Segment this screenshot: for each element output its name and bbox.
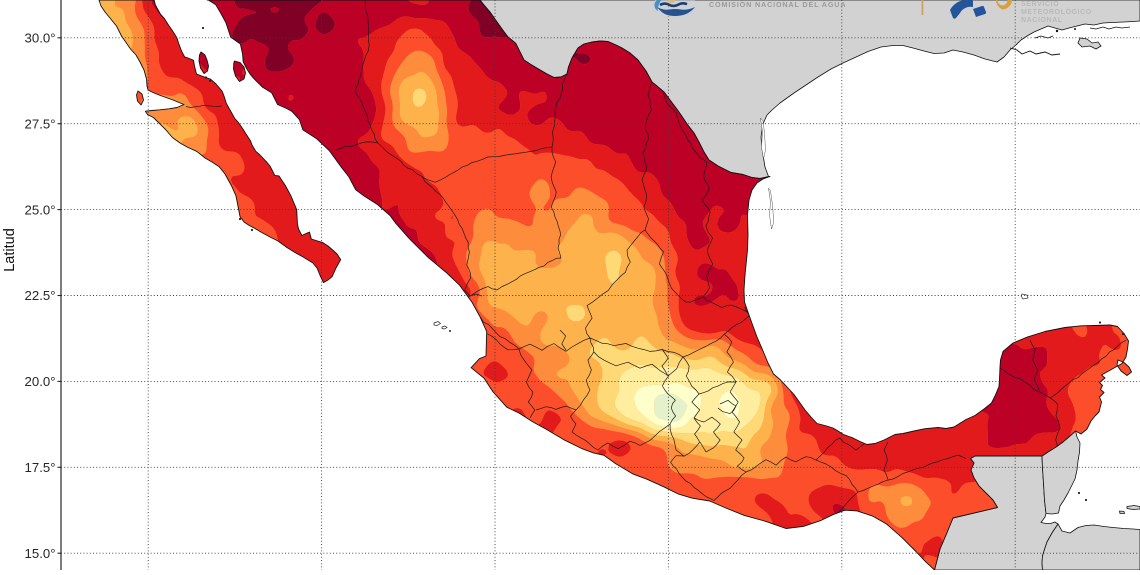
svg-text:25.0°: 25.0° [25, 202, 56, 217]
svg-text:15.0°: 15.0° [25, 546, 56, 561]
svg-text:20.0°: 20.0° [25, 374, 56, 389]
svg-text:30.0°: 30.0° [25, 31, 56, 46]
svg-text:METEOROLÓGICO: METEOROLÓGICO [1021, 7, 1092, 16]
svg-text:SERVICIO: SERVICIO [1021, 1, 1059, 8]
svg-text:27.5°: 27.5° [25, 116, 56, 131]
svg-text:NACIONAL: NACIONAL [1021, 17, 1063, 24]
svg-text:17.5°: 17.5° [25, 460, 56, 475]
svg-text:22.5°: 22.5° [25, 288, 56, 303]
svg-text:Latitud: Latitud [2, 228, 18, 272]
svg-text:COMISIÓN NACIONAL DEL AGUA: COMISIÓN NACIONAL DEL AGUA [709, 0, 846, 9]
